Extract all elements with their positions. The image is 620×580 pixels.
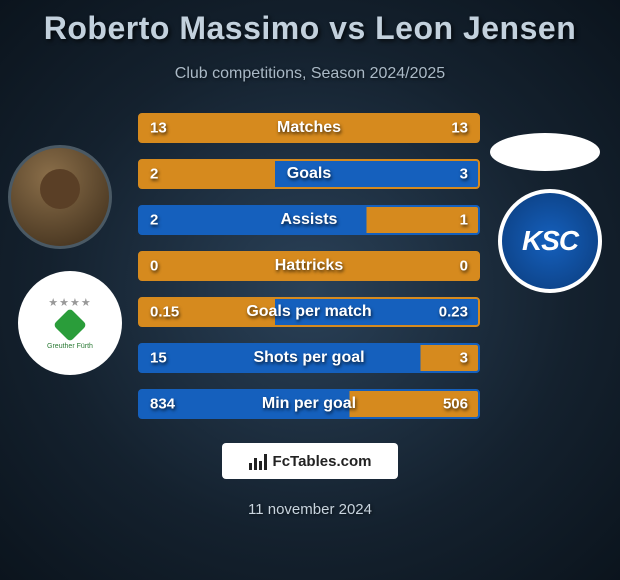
team-left-stars: ★★★★ bbox=[48, 296, 91, 309]
player-left-avatar bbox=[8, 145, 112, 249]
page-title: Roberto Massimo vs Leon Jensen bbox=[0, 0, 620, 47]
stat-value-left: 2 bbox=[150, 212, 158, 229]
bar-chart-icon bbox=[249, 452, 267, 470]
team-right-text: KSC bbox=[522, 225, 578, 257]
stat-value-right: 1 bbox=[460, 212, 468, 229]
stat-value-left: 0.15 bbox=[150, 304, 179, 321]
stat-value-right: 0.23 bbox=[439, 304, 468, 321]
stat-value-left: 2 bbox=[150, 166, 158, 183]
date-label: 11 november 2024 bbox=[0, 501, 620, 518]
stat-bar: 13 Matches 13 bbox=[138, 113, 480, 143]
player-right-avatar bbox=[490, 133, 600, 171]
stat-bar: 0.15 Goals per match 0.23 bbox=[138, 297, 480, 327]
clover-icon bbox=[53, 308, 87, 342]
stat-bar: 0 Hattricks 0 bbox=[138, 251, 480, 281]
stat-bar: 15 Shots per goal 3 bbox=[138, 343, 480, 373]
stat-label: Goals bbox=[287, 165, 331, 183]
team-right-badge: KSC bbox=[498, 189, 602, 293]
fctables-label: FcTables.com bbox=[273, 453, 372, 470]
fctables-watermark: FcTables.com bbox=[222, 443, 398, 479]
stat-value-right: 3 bbox=[460, 350, 468, 367]
team-left-name: Greuther Fürth bbox=[47, 343, 93, 350]
stat-bar: 834 Min per goal 506 bbox=[138, 389, 480, 419]
stat-bar: 2 Goals 3 bbox=[138, 159, 480, 189]
stat-label: Goals per match bbox=[246, 303, 371, 321]
team-left-badge: ★★★★ Greuther Fürth bbox=[18, 271, 122, 375]
stat-value-left: 15 bbox=[150, 350, 167, 367]
stat-value-right: 0 bbox=[460, 258, 468, 275]
stat-value-right: 3 bbox=[460, 166, 468, 183]
stat-value-right: 13 bbox=[451, 120, 468, 137]
stat-label: Assists bbox=[281, 211, 338, 229]
stats-bars: 13 Matches 13 2 Goals 3 2 Assists 1 0 Hattricks 0 0.… bbox=[138, 113, 480, 419]
stat-value-left: 834 bbox=[150, 396, 175, 413]
stat-label: Shots per goal bbox=[253, 349, 364, 367]
page-subtitle: Club competitions, Season 2024/2025 bbox=[0, 65, 620, 83]
stat-label: Min per goal bbox=[262, 395, 356, 413]
stat-bar: 2 Assists 1 bbox=[138, 205, 480, 235]
stat-value-left: 0 bbox=[150, 258, 158, 275]
stat-label: Hattricks bbox=[275, 257, 343, 275]
stat-label: Matches bbox=[277, 119, 341, 137]
stat-value-left: 13 bbox=[150, 120, 167, 137]
comparison-content: ★★★★ Greuther Fürth KSC 13Matches132Goal… bbox=[0, 113, 620, 419]
stat-value-right: 506 bbox=[443, 396, 468, 413]
